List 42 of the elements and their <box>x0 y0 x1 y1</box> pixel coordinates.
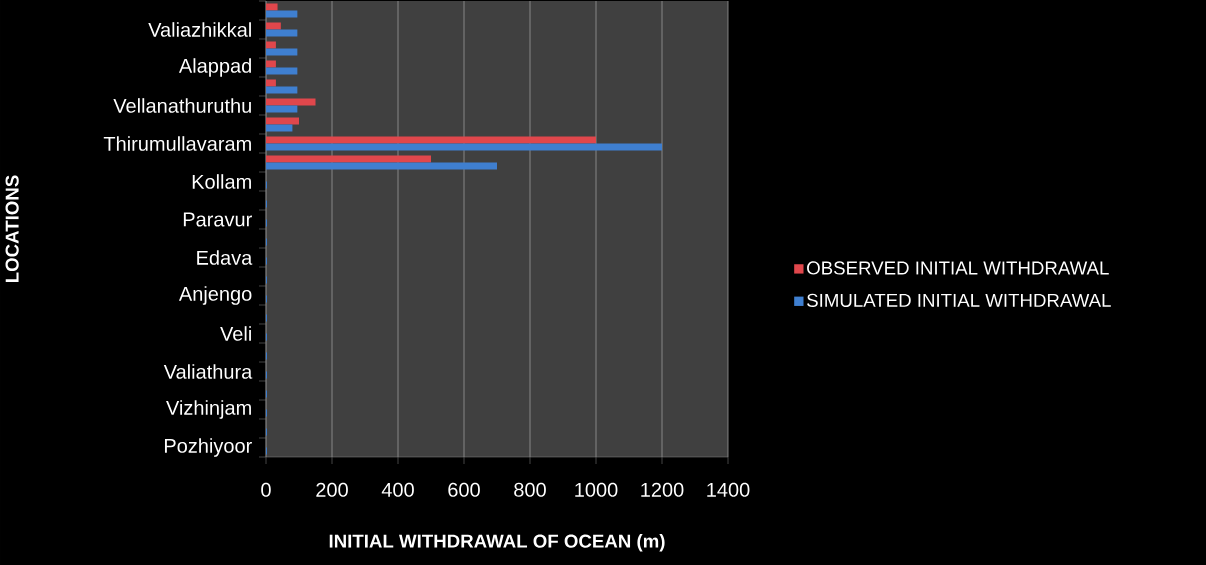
bar <box>266 60 276 68</box>
y-tick-label: Edava <box>197 250 253 265</box>
y-tick-label: Alappad <box>178 58 251 77</box>
bar <box>266 29 298 37</box>
y-tick-label: Valiathura <box>163 364 253 379</box>
bar <box>266 162 497 170</box>
x-tick-label: 0 <box>261 482 271 497</box>
bar <box>266 98 316 106</box>
bar <box>266 155 431 163</box>
y-tick-label: Vizhinjam <box>166 400 251 419</box>
y-axis-title: LOCATIONS <box>5 175 19 283</box>
y-tick-label: Pozhiyoor <box>164 438 252 457</box>
x-tick-label: 800 <box>514 482 546 497</box>
x-axis-title: INITIAL WITHDRAWAL OF OCEAN (m) <box>329 534 665 552</box>
y-tick-label: Vellanathuruthu <box>113 98 251 113</box>
y-tick-label: Thirumullavaram <box>103 136 251 151</box>
bar <box>266 67 298 75</box>
bar <box>266 41 276 49</box>
bar <box>266 143 662 151</box>
y-tick-label: Paravur <box>183 212 252 227</box>
bar <box>266 22 281 30</box>
bar <box>266 105 298 113</box>
y-tick-label: Veli <box>220 326 251 341</box>
x-tick-label: 1200 <box>641 482 684 497</box>
bar <box>266 48 298 56</box>
bar <box>266 136 596 144</box>
x-tick-label: 200 <box>316 482 348 497</box>
bar <box>266 117 299 125</box>
bar <box>266 3 278 11</box>
bar <box>266 79 276 87</box>
bar <box>266 124 293 132</box>
x-tick-label: 600 <box>448 482 480 497</box>
y-tick-label: Anjengo <box>178 286 252 305</box>
x-tick-label: 400 <box>381 482 414 497</box>
x-tick-label: 1000 <box>575 482 618 497</box>
bar <box>266 86 298 94</box>
legend-label: OBSERVED INITIAL WITHDRAWAL <box>807 261 1109 275</box>
x-tick-label: 1400 <box>707 482 750 497</box>
legend-label: SIMULATED INITIAL WITHDRAWAL <box>807 293 1111 307</box>
y-tick-label: Valiazhikkal <box>148 22 251 37</box>
bar <box>266 10 298 18</box>
y-tick-label: Kollam <box>192 174 251 189</box>
